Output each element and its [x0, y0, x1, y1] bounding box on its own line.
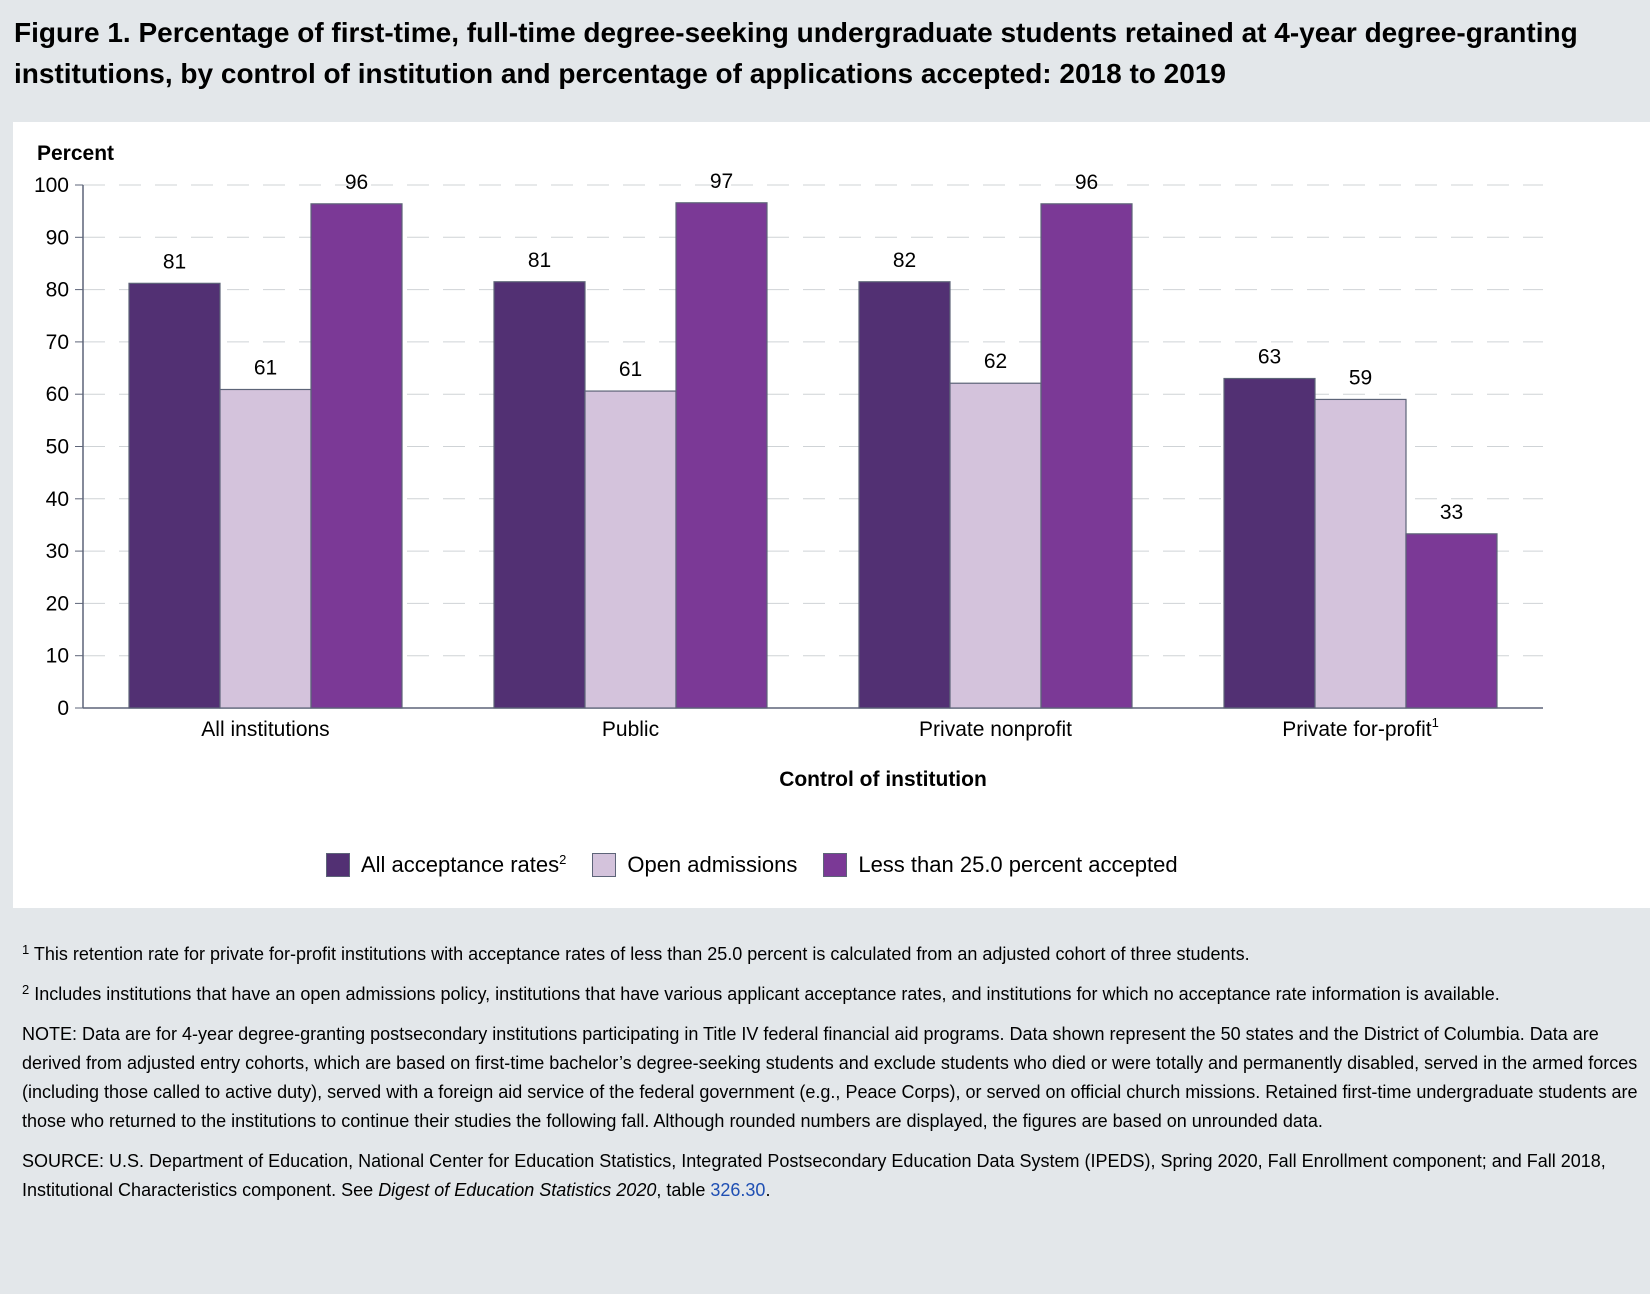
bar: [219, 388, 312, 709]
legend-label-all-acceptance: All acceptance rates2: [361, 852, 567, 877]
bar-chart: Percent 0 10 20 30 40 50 60 70 80 90 100 81 61 96 All i…: [34, 142, 1543, 791]
bar: [858, 281, 951, 709]
bar-value-label: 61: [619, 358, 642, 381]
y-tick-label: 10: [46, 645, 69, 668]
bar: [584, 390, 677, 709]
figure-title: Figure 1. Percentage of first-time, full…: [14, 17, 1578, 89]
footnote-1: 1 This retention rate for private for-pr…: [22, 942, 1250, 964]
bar-value-label: 96: [1075, 171, 1098, 194]
legend-swatch-all-acceptance: [326, 853, 350, 877]
y-tick-label: 30: [46, 540, 69, 563]
x-tick-label: Private for-profit1: [1282, 715, 1439, 741]
y-tick-label: 90: [46, 226, 69, 249]
bar: [1040, 203, 1133, 709]
x-tick-label: Public: [602, 718, 659, 741]
y-tick-label: 50: [46, 436, 69, 459]
figure-notes: 1 This retention rate for private for-pr…: [22, 940, 1642, 1216]
y-tick-label: 20: [46, 592, 69, 615]
source-text: SOURCE: U.S. Department of Education, Na…: [22, 1151, 1606, 1200]
legend-label-open-admissions: Open admissions: [627, 852, 798, 877]
y-axis-label: Percent: [37, 142, 114, 165]
x-axis-label: Control of institution: [779, 768, 987, 791]
y-tick-label: 40: [46, 488, 69, 511]
y-tick-label: 100: [34, 174, 69, 197]
bar-value-label: 59: [1349, 366, 1372, 389]
bar-value-label: 96: [345, 171, 368, 194]
note-text: NOTE: Data are for 4-year degree-grantin…: [22, 1024, 1638, 1131]
y-tick-label: 70: [46, 331, 69, 354]
bar: [1405, 533, 1498, 709]
legend-item-open-admissions: Open admissions: [592, 852, 797, 878]
bar: [493, 281, 586, 709]
x-tick-label: Private nonprofit: [919, 718, 1072, 741]
chart-panel: Percent 0 10 20 30 40 50 60 70 80 90 100 81 61 96 All i…: [13, 122, 1650, 908]
bar-value-label: 81: [163, 250, 186, 273]
bar: [128, 282, 221, 709]
bar-value-label: 62: [984, 350, 1007, 373]
bar-value-label: 61: [254, 356, 277, 379]
legend-item-less-than-25: Less than 25.0 percent accepted: [823, 852, 1178, 878]
bar: [1314, 398, 1407, 709]
bar: [310, 203, 403, 709]
legend-swatch-less-than-25: [823, 853, 848, 877]
bar-value-label: 63: [1258, 346, 1281, 369]
y-tick-label: 60: [46, 383, 69, 406]
legend-item-all-acceptance: All acceptance rates2: [326, 852, 566, 878]
x-tick-label: All institutions: [201, 718, 329, 741]
chart-legend: All acceptance rates2 Open admissions Le…: [313, 852, 1191, 878]
bar-value-label: 97: [710, 170, 733, 193]
bar-value-label: 33: [1440, 501, 1463, 524]
bar: [949, 382, 1042, 709]
digest-title: Digest of Education Statistics 2020: [378, 1180, 657, 1200]
table-link[interactable]: 326.30: [710, 1180, 766, 1200]
bar-value-label: 81: [528, 249, 551, 272]
y-tick-label: 80: [46, 279, 69, 302]
legend-label-less-than-25: Less than 25.0 percent accepted: [858, 852, 1178, 877]
bar: [1223, 377, 1316, 709]
bar-value-label: 82: [893, 249, 916, 272]
legend-swatch-open-admissions: [592, 853, 617, 877]
y-tick-label: 0: [57, 697, 69, 720]
bar: [675, 202, 768, 709]
footnote-2: 2 Includes institutions that have an ope…: [22, 982, 1500, 1004]
